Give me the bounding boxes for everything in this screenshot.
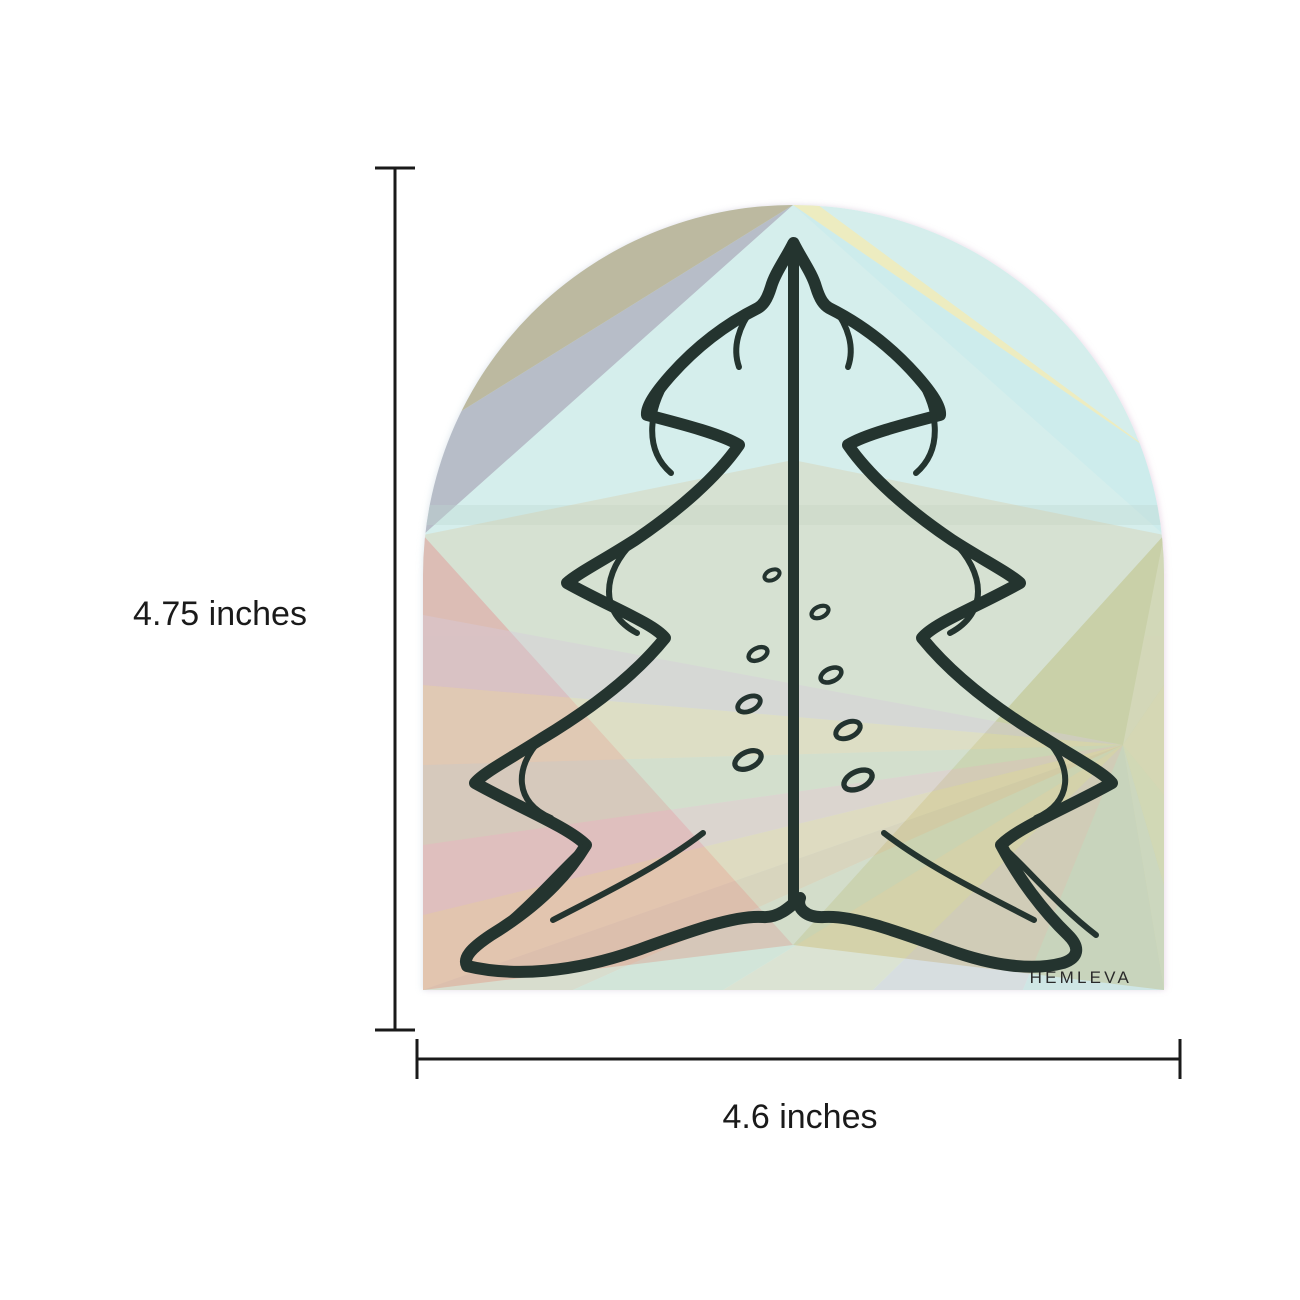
svg-text:HEMLEVA: HEMLEVA [1030, 968, 1132, 987]
